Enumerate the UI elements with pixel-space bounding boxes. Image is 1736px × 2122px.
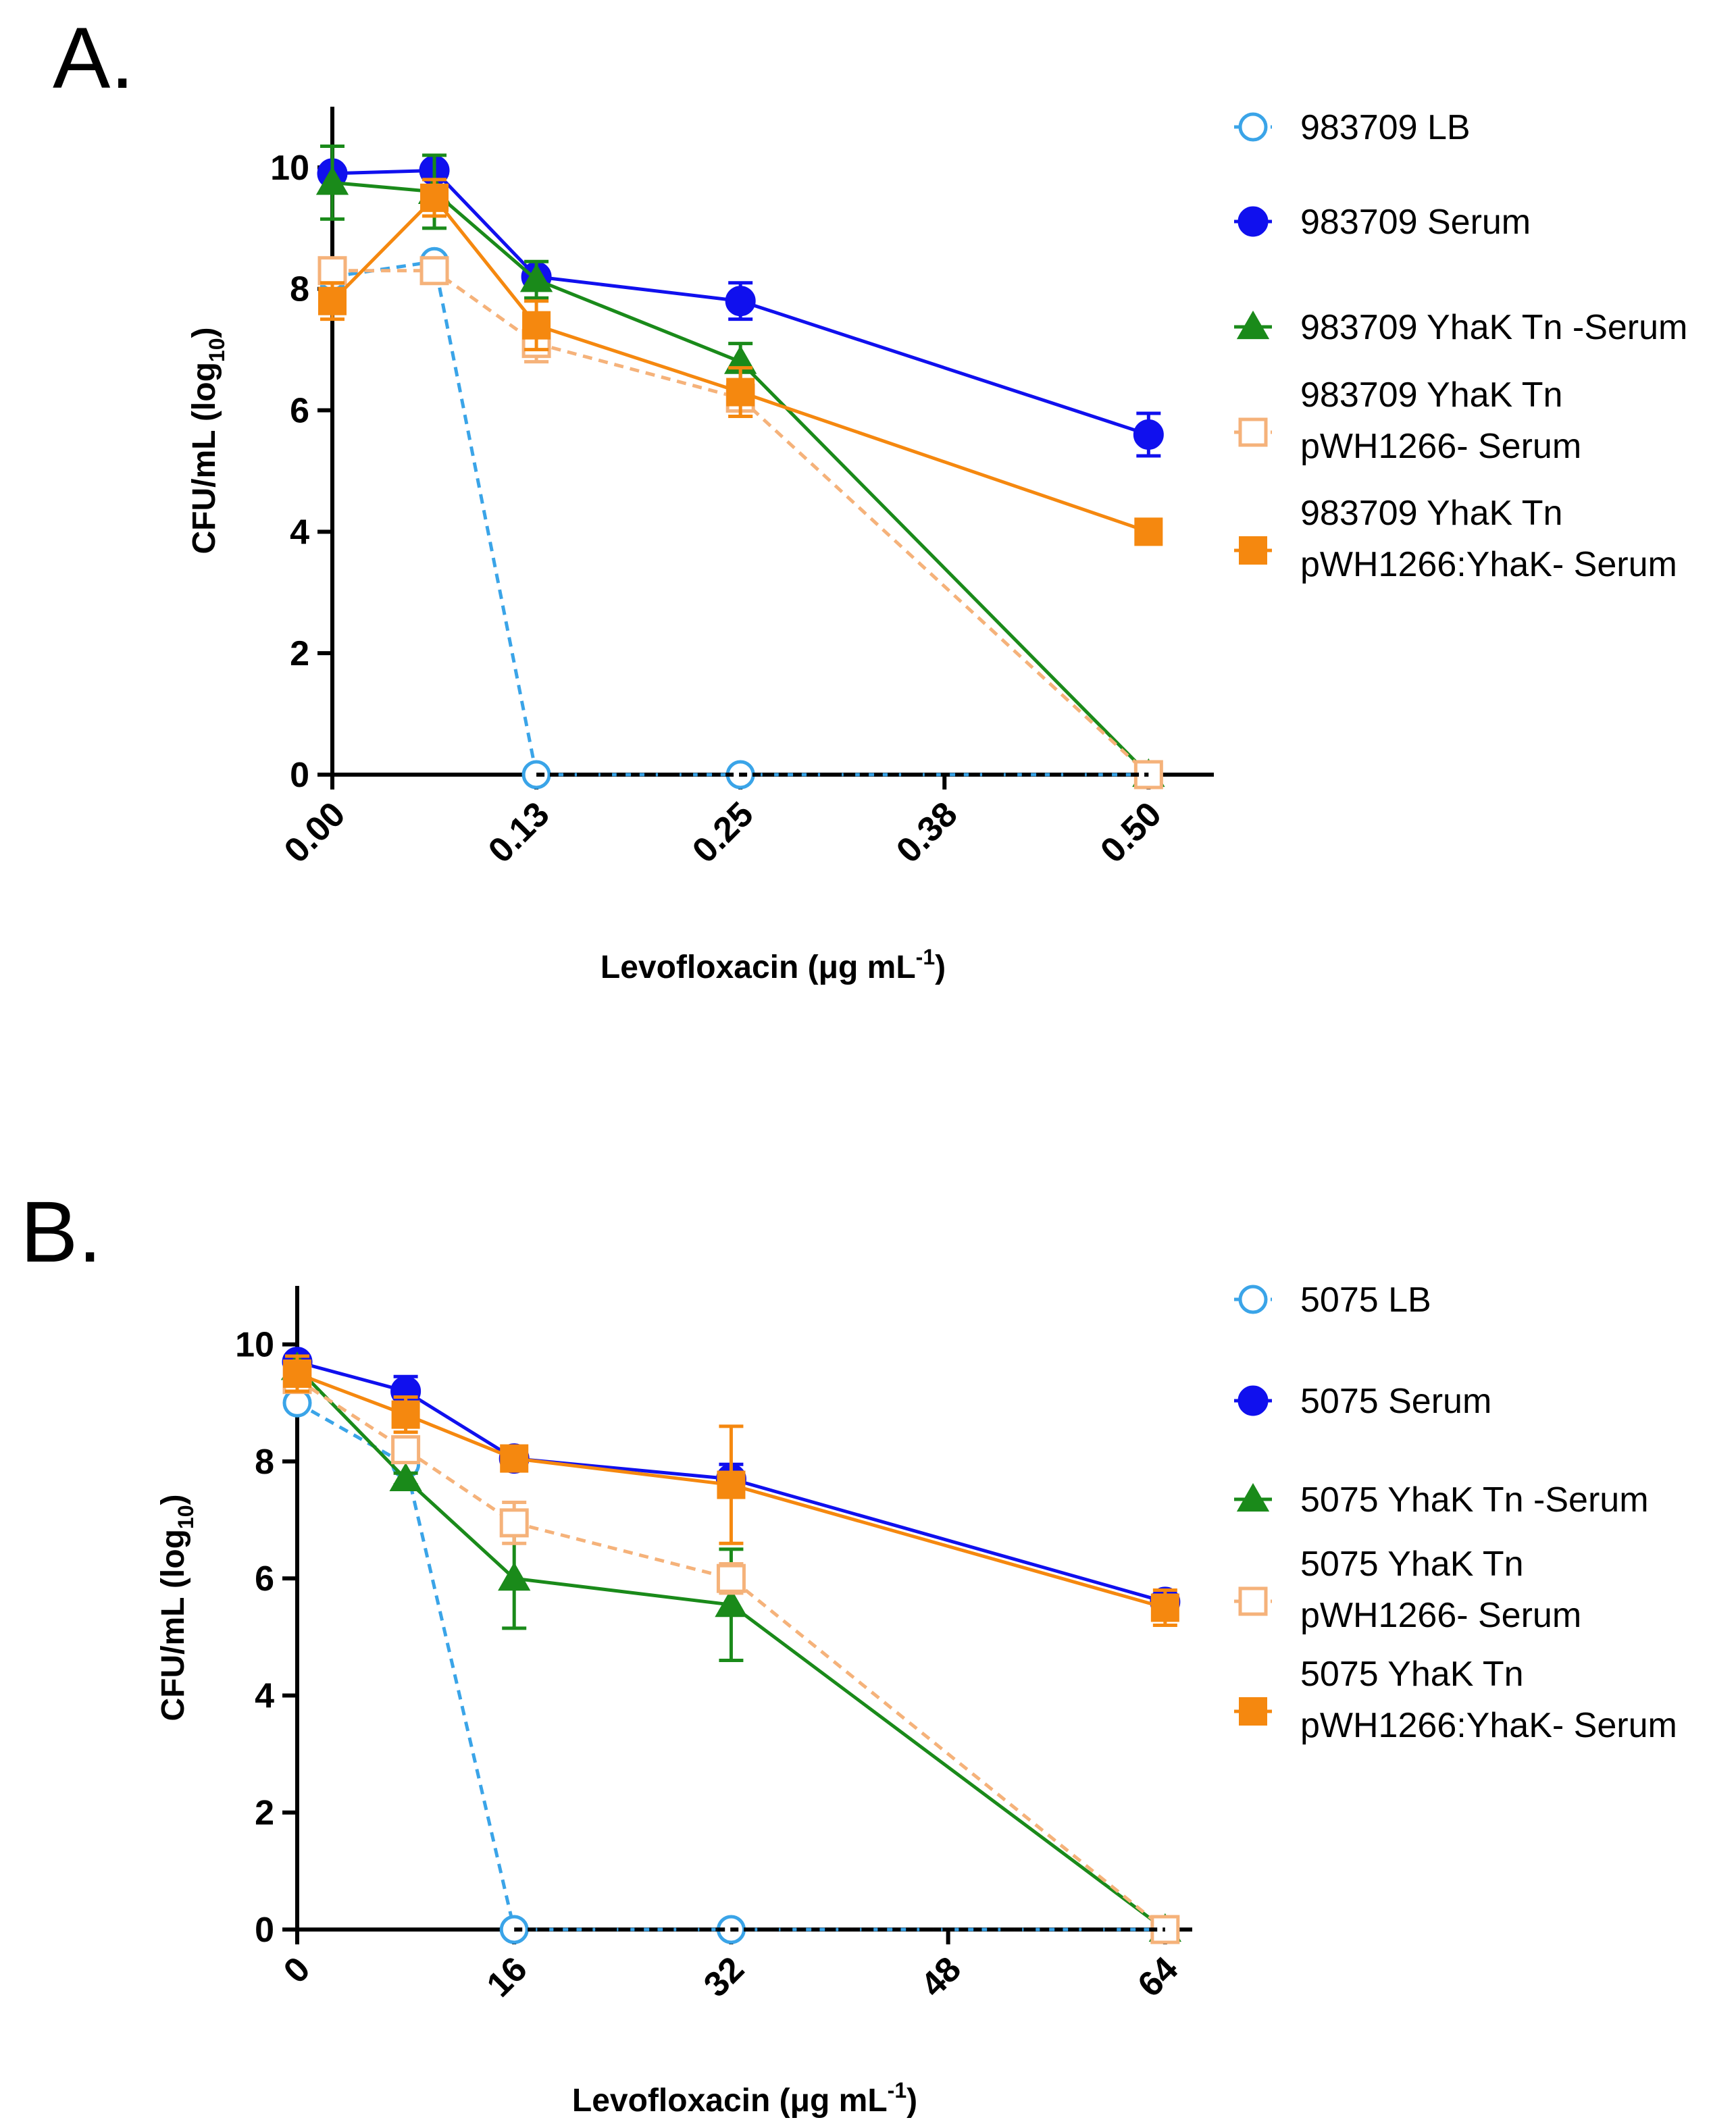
panel-b-legend-label: 5075 YhaK Tn -Serum (1300, 1480, 1649, 1520)
panel-a-chart: A. 0 2 4 6 8 10 0.00 0.13 0.25 0.38 0.50 Levofloxaci… (53, 10, 1687, 985)
panel-a-data-point (1134, 517, 1163, 546)
panel-b-legend-item: 5075 YhaK Tn pWH1266:YhaK- Serum (1234, 1655, 1677, 1745)
panel-b-legend-label: 5075 LB (1300, 1280, 1431, 1320)
panel-b-data-point (500, 1444, 529, 1473)
panel-a-y-tick-label: 2 (290, 634, 309, 673)
panel-a-legend-label: 983709 YhaK Tn (1300, 494, 1562, 533)
panel-a-legend-marker (1237, 206, 1269, 237)
panel-a-data-point (522, 311, 551, 340)
panel-b-data-point (499, 1508, 529, 1538)
panel-a-y-tick-label: 6 (290, 392, 309, 431)
panel-a-series-3 (317, 256, 1163, 790)
panel-b-data-point (716, 1563, 746, 1593)
panel-a-legend-item: 983709 YhaK Tn pWH1266:YhaK- Serum (1234, 494, 1677, 584)
panel-b-data-point (391, 1400, 420, 1429)
panel-a-data-point (419, 256, 449, 286)
panel-a-legend-item: 983709 Serum (1234, 203, 1531, 242)
panel-a-x-tick-label: 0.13 (481, 794, 557, 871)
panel-a-data-point (1133, 419, 1164, 450)
panel-a-legend-item: 983709 LB (1234, 108, 1471, 147)
panel-a-y-tick-label: 10 (270, 149, 309, 188)
panel-a-legend-label: 983709 YhaK Tn -Serum (1300, 308, 1687, 347)
panel-b-legend-label: 5075 YhaK Tn (1300, 1655, 1524, 1694)
panel-a-series-4 (318, 178, 1163, 546)
panel-a-series-line (332, 180, 1150, 776)
panel-b-legend-label: pWH1266:YhaK- Serum (1300, 1706, 1677, 1745)
panel-a-legend-item: 983709 YhaK Tn -Serum (1234, 308, 1687, 347)
panel-a-y-tick-label: 8 (290, 270, 309, 309)
panel-b-label: B. (20, 1184, 102, 1280)
panel-a-legend-label: 983709 YhaK Tn (1300, 376, 1562, 415)
panel-a-legend-marker (1238, 112, 1268, 142)
panel-a-series-line (332, 259, 1149, 777)
panel-b-data-point (1150, 1593, 1179, 1622)
panel-a-y-tick-label: 4 (290, 513, 309, 552)
panel-b-chart: B. 0 2 4 6 8 10 0 16 32 48 64 Levofloxacin (μg mL-1)… (20, 1184, 1677, 2119)
panel-b-legend-marker (1239, 1697, 1267, 1726)
panel-a-legend-item: 983709 YhaK Tn pWH1266- Serum (1234, 376, 1581, 466)
panel-a-y-axis-title: CFU/mL (log10) (186, 328, 229, 554)
panel-b-data-point (715, 1588, 748, 1618)
panel-a-x-tick-label: 0.38 (889, 794, 965, 871)
panel-a-label: A. (53, 10, 134, 107)
panel-a: A. 0 2 4 6 8 10 0.00 0.13 0.25 0.38 0.50 Levofloxaci… (53, 10, 1687, 985)
panel-a-data-point (726, 378, 755, 407)
panel-b-legend-item: 5075 Serum (1234, 1382, 1491, 1421)
panel-a-data-point (1133, 760, 1163, 790)
panel-b-legend-marker (1237, 1385, 1269, 1416)
panel-b: B. 0 2 4 6 8 10 0 16 32 48 64 Levofloxacin (μg mL-1)… (0, 1061, 1736, 2122)
panel-b-data-point (389, 1462, 422, 1492)
panel-b-legend-marker (1236, 1482, 1270, 1512)
panel-b-x-tick-label: 64 (1130, 1949, 1185, 2004)
panel-b-legend-item: 5075 YhaK Tn -Serum (1234, 1480, 1649, 1520)
panel-b-x-axis-title: Levofloxacin (μg mL-1) (572, 2078, 917, 2119)
panel-a-x-tick-label: 0.00 (277, 794, 353, 871)
panel-a-series-2 (315, 144, 1165, 787)
panel-a-series-0 (317, 247, 1163, 790)
panel-a-legend-label: pWH1266:YhaK- Serum (1300, 545, 1677, 584)
panel-b-legend-label: pWH1266- Serum (1300, 1596, 1581, 1635)
panel-a-legend-marker (1239, 536, 1267, 565)
panel-a-data-point (725, 286, 756, 317)
panel-b-y-tick-label: 4 (255, 1676, 274, 1715)
panel-a-y-tick-label: 0 (290, 756, 309, 795)
panel-b-y-axis-title: CFU/mL (log10) (155, 1495, 198, 1722)
panel-a-data-point (519, 263, 553, 292)
panel-a-data-point (315, 166, 349, 195)
panel-b-legend-marker (1238, 1285, 1268, 1314)
panel-a-legend-marker (1238, 417, 1268, 447)
panel-b-x-tick-label: 0 (276, 1949, 317, 1990)
panel-b-x-tick-label: 16 (480, 1949, 535, 2004)
panel-a-x-tick-label: 0.25 (685, 794, 761, 871)
panel-b-data-point (391, 1435, 421, 1465)
panel-a-legend-label: 983709 LB (1300, 108, 1471, 147)
panel-b-y-tick-label: 10 (235, 1326, 274, 1365)
panel-a-data-point (420, 183, 449, 212)
panel-b-data-point (717, 1470, 746, 1499)
panel-b-legend-label: 5075 Serum (1300, 1382, 1491, 1421)
panel-a-x-axis-title: Levofloxacin (μg mL-1) (601, 945, 946, 985)
panel-a-data-point (318, 286, 347, 315)
panel-a-legend-label: 983709 Serum (1300, 203, 1531, 242)
panel-b-y-tick-label: 6 (255, 1559, 274, 1599)
panel-b-legend-item: 5075 YhaK Tn pWH1266- Serum (1234, 1545, 1581, 1635)
panel-b-data-point (498, 1562, 531, 1591)
panel-a-legend-label: pWH1266- Serum (1300, 427, 1581, 466)
panel-b-y-tick-label: 8 (255, 1443, 274, 1482)
panel-a-legend-marker (1236, 310, 1270, 340)
panel-a-x-tick-label: 0.50 (1093, 794, 1169, 871)
panel-a-data-point (317, 256, 347, 286)
panel-b-legend-marker (1238, 1586, 1268, 1616)
panel-b-series-4 (283, 1354, 1179, 1627)
panel-b-x-tick-label: 48 (913, 1949, 969, 2004)
panel-b-legend-item: 5075 LB (1234, 1280, 1431, 1320)
panel-b-data-point (283, 1359, 311, 1388)
panel-b-y-tick-label: 0 (255, 1911, 274, 1950)
panel-b-y-tick-label: 2 (255, 1794, 274, 1833)
panel-b-x-tick-label: 32 (696, 1949, 752, 2004)
panel-b-legend-label: 5075 YhaK Tn (1300, 1545, 1524, 1584)
